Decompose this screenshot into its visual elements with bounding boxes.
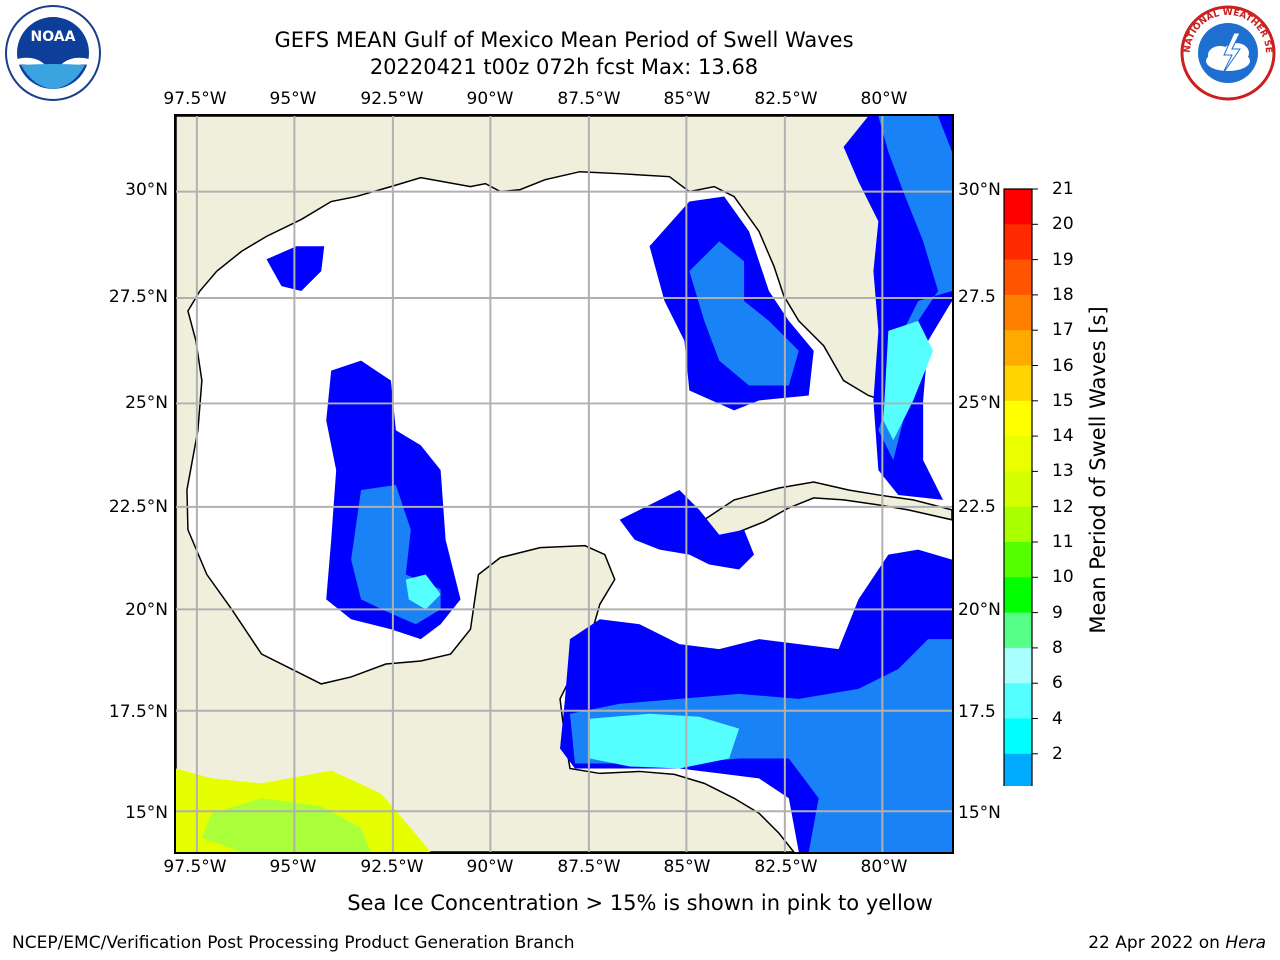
colorbar-tick-label: 10 — [1052, 567, 1074, 588]
lat-label-right: 22.5 — [958, 497, 996, 517]
lat-label-right: 25°N — [958, 393, 1001, 413]
lon-label-top: 87.5°W — [557, 89, 621, 109]
lon-label-top: 90°W — [466, 89, 514, 109]
colorbar-tick-label: 20 — [1052, 214, 1074, 235]
colorbar-tick-label: 8 — [1052, 637, 1063, 658]
lat-label-left: 25°N — [125, 393, 168, 413]
colorbar-segment — [1004, 718, 1032, 755]
colorbar-segment — [1004, 683, 1032, 719]
lat-label-right: 27.5 — [958, 287, 996, 307]
lat-label-right: 17.5 — [958, 702, 996, 722]
lon-label-bottom: 90°W — [466, 857, 514, 877]
lat-label-right: 20°N — [958, 600, 1001, 620]
colorbar-tick-label: 19 — [1052, 249, 1074, 270]
lat-label-right: 15°N — [958, 803, 1001, 823]
lat-label-left: 15°N — [125, 803, 168, 823]
lon-label-bottom: 80°W — [860, 857, 908, 877]
swell-region-atlantic-core — [883, 320, 934, 441]
lat-label-left: 22.5°N — [108, 497, 168, 517]
colorbar-title: Mean Period of Swell Waves [s] — [1086, 306, 1110, 634]
colorbar-tick-label: 13 — [1052, 461, 1074, 482]
lon-label-top: 80°W — [860, 89, 908, 109]
nws-logo: NATIONAL WEATHER SERVICE — [1178, 3, 1276, 101]
colorbar-tick-label: 6 — [1052, 673, 1063, 694]
colorbar-segment — [1004, 647, 1032, 684]
colorbar-tick-label: 18 — [1052, 284, 1074, 305]
footer-credit: NCEP/EMC/Verification Post Processing Pr… — [12, 933, 575, 953]
colorbar-outline — [1003, 188, 1033, 786]
lon-label-top: 97.5°W — [163, 89, 227, 109]
colorbar-tick-label: 21 — [1052, 179, 1074, 199]
svg-text:NOAA: NOAA — [31, 29, 76, 45]
colorbar-tick-label: 14 — [1052, 426, 1074, 447]
noaa-logo: NOAA — [5, 5, 101, 101]
colorbar-tick-label: 16 — [1052, 355, 1074, 376]
colorbar-tick-label: 9 — [1052, 602, 1063, 623]
footer-date: 22 Apr 2022 on Hera — [1088, 933, 1266, 953]
swell-region-central-core — [405, 574, 441, 610]
map-title: GEFS MEAN Gulf of Mexico Mean Period of … — [274, 28, 854, 52]
colorbar-segment — [1004, 365, 1032, 402]
lon-label-bottom: 85°W — [663, 857, 711, 877]
lat-label-left: 20°N — [125, 600, 168, 620]
lat-label-left: 27.5°N — [108, 287, 168, 307]
land-cuba — [703, 481, 952, 541]
colorbar-tick-label: 2 — [1052, 743, 1063, 764]
colorbar-segment — [1004, 506, 1032, 543]
swell-region-caribbean-core — [589, 713, 740, 769]
swell-region-caribbean-inner — [569, 639, 952, 852]
colorbar-tick-label: 11 — [1052, 532, 1074, 552]
colorbar-segment — [1004, 400, 1032, 437]
lon-label-top: 92.5°W — [360, 89, 424, 109]
lon-label-top: 95°W — [269, 89, 317, 109]
lon-label-top: 85°W — [663, 89, 711, 109]
colorbar-tick-label: 15 — [1052, 390, 1074, 411]
lon-label-bottom: 97.5°W — [163, 857, 227, 877]
colorbar-segment — [1004, 330, 1032, 366]
lat-label-left: 17.5°N — [108, 702, 168, 722]
colorbar-segment — [1004, 224, 1032, 261]
colorbar-segment — [1004, 259, 1032, 296]
colorbar-tick-label: 12 — [1052, 496, 1074, 517]
colorbar-segment — [1004, 753, 1032, 786]
lon-label-top: 82.5°W — [754, 89, 818, 109]
colorbar-segment — [1004, 577, 1032, 614]
colorbar-tick-label: 4 — [1052, 708, 1063, 729]
colorbar-segment — [1004, 436, 1032, 472]
swell-region-florida-west-inner — [689, 241, 799, 386]
footer-host: Hera — [1225, 933, 1266, 953]
colorbar-segment — [1004, 471, 1032, 508]
lon-label-bottom: 92.5°W — [360, 857, 424, 877]
lon-label-bottom: 95°W — [269, 857, 317, 877]
colorbar-segment — [1004, 542, 1032, 578]
colorbar-segment — [1004, 189, 1032, 225]
lat-label-right: 30°N — [958, 180, 1001, 200]
lon-label-bottom: 87.5°W — [557, 857, 621, 877]
graticule — [176, 116, 952, 852]
map-panel — [174, 114, 954, 854]
colorbar-segment — [1004, 612, 1032, 649]
colorbar — [1003, 188, 1038, 786]
lat-label-left: 30°N — [125, 180, 168, 200]
sea-ice-note: Sea Ice Concentration > 15% is shown in … — [347, 891, 933, 915]
lon-label-bottom: 82.5°W — [754, 857, 818, 877]
colorbar-segment — [1004, 294, 1032, 331]
map-subtitle: 20220421 t00z 072h fcst Max: 13.68 — [369, 55, 759, 79]
colorbar-tick-label: 17 — [1052, 320, 1074, 341]
